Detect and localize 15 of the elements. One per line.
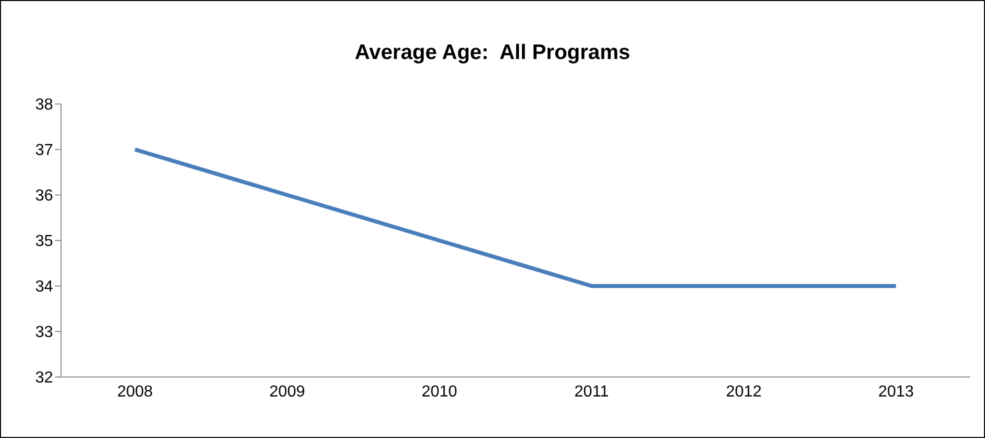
y-tick-label: 34 — [35, 278, 54, 296]
x-tick-label: 2011 — [574, 383, 609, 400]
chart-title: Average Age: All Programs — [354, 41, 632, 65]
y-tick-label: 35 — [35, 233, 54, 250]
y-tick-label: 36 — [35, 188, 54, 205]
y-tick-label: 38 — [35, 96, 54, 114]
y-tick-label: 37 — [35, 142, 54, 160]
y-tick-label: 32 — [35, 370, 54, 387]
x-tick-label: 2008 — [117, 383, 153, 400]
y-tick-label: 33 — [35, 324, 54, 342]
x-tick-label: 2013 — [878, 383, 914, 400]
x-tick-label: 2009 — [269, 383, 306, 400]
x-tick-label: 2012 — [726, 383, 762, 400]
x-tick-label: 2010 — [422, 383, 458, 400]
line-series — [133, 148, 898, 288]
